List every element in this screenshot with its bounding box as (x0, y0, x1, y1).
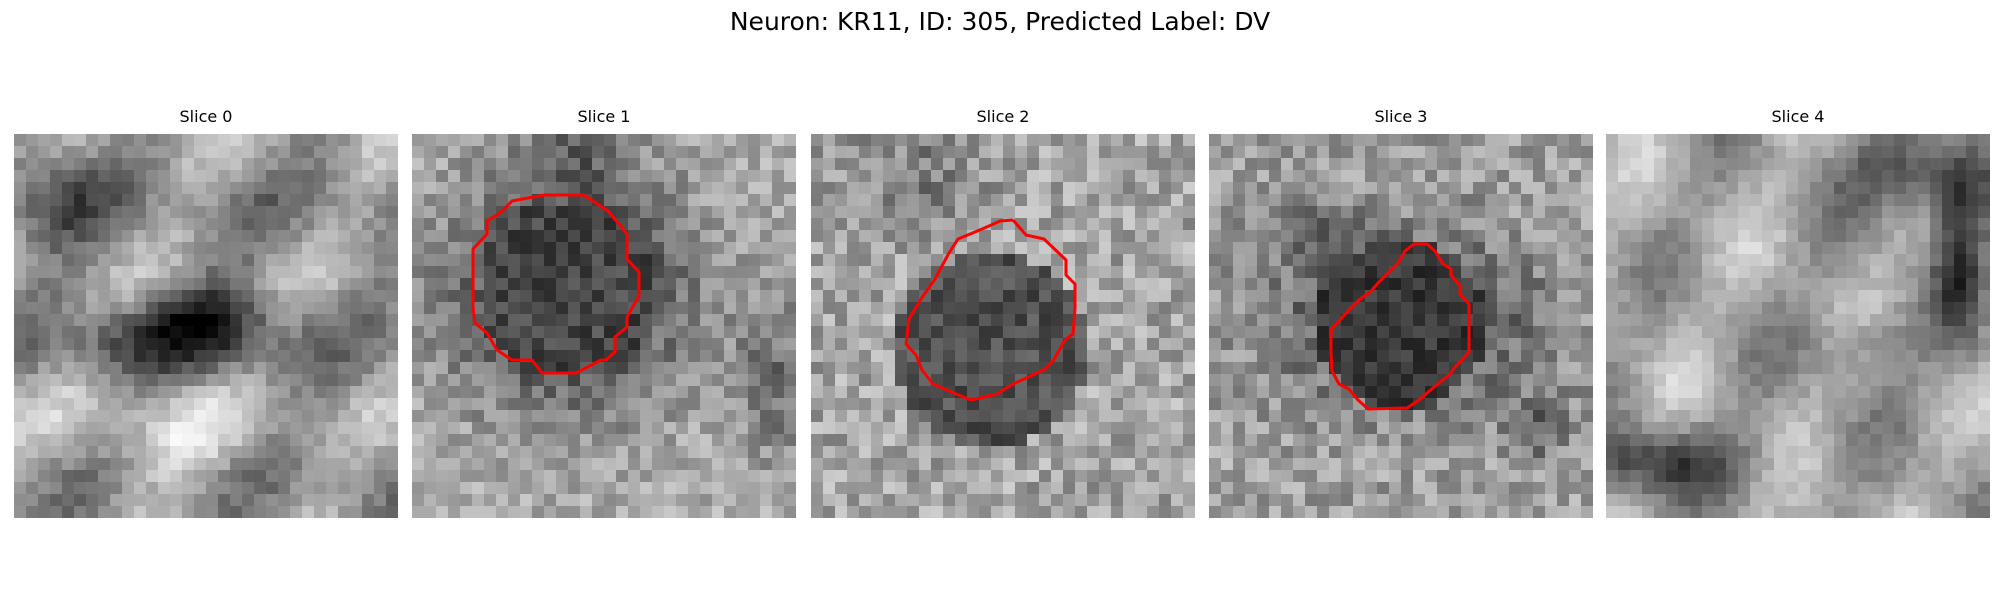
neuron-outline (1329, 242, 1471, 411)
slice-image (1606, 134, 1990, 518)
grayscale-slice-image (1209, 134, 1593, 518)
neuron-outline (471, 193, 641, 375)
slice-image (412, 134, 796, 518)
grayscale-slice-image (811, 134, 1195, 518)
figure-title: Neuron: KR11, ID: 305, Predicted Label: … (729, 7, 1271, 36)
grayscale-slice-image (14, 134, 398, 518)
slice-panel-2: Slice 2 (811, 106, 1195, 518)
slice-title: Slice 4 (1771, 107, 1825, 126)
neuron-outline (904, 218, 1077, 402)
slice-panel-4: Slice 4 (1606, 106, 1990, 518)
slice-panel-3: Slice 3 (1209, 106, 1593, 518)
slice-title: Slice 1 (577, 107, 631, 126)
slice-panel-0: Slice 0 (14, 106, 398, 518)
grayscale-slice-image (1606, 134, 1990, 518)
slice-title: Slice 0 (179, 107, 233, 126)
grayscale-slice-image (412, 134, 796, 518)
slice-image (1209, 134, 1593, 518)
slice-panel-1: Slice 1 (412, 106, 796, 518)
slice-title: Slice 2 (976, 107, 1030, 126)
slice-image (811, 134, 1195, 518)
slice-title: Slice 3 (1374, 107, 1428, 126)
slice-image (14, 134, 398, 518)
